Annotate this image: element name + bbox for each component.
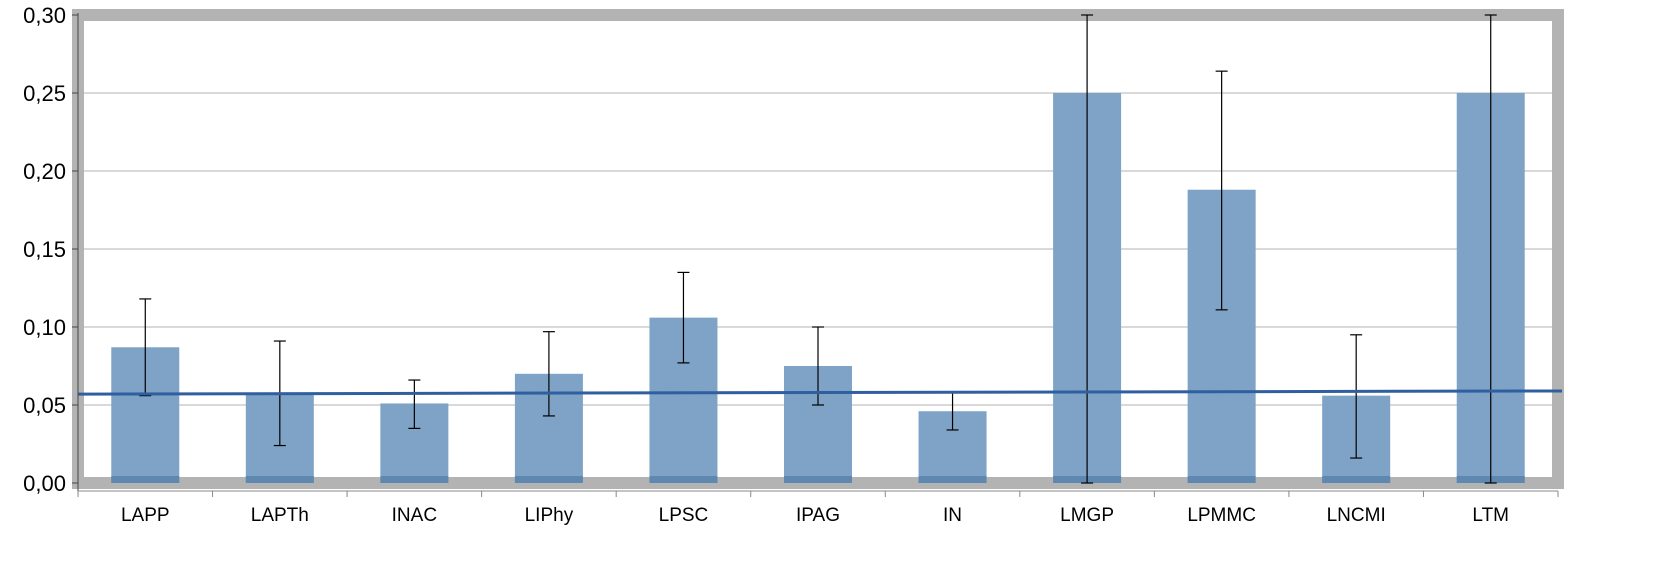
x-tick-label: LPMMC — [1187, 505, 1256, 526]
x-tick-label: LIPhy — [525, 505, 574, 526]
axes — [72, 13, 1559, 497]
bar-base-lapth — [245, 476, 314, 483]
reference-line — [77, 389, 1563, 396]
bar-base-in — [918, 476, 987, 483]
bars — [111, 93, 1525, 483]
x-tick-label: LAPTh — [251, 505, 309, 526]
bar-base-inac — [380, 476, 449, 483]
y-tick-labels: 0,00 0,05 0,10 0,15 0,20 0,25 0,30 — [23, 3, 66, 496]
bar-base-lapp — [111, 476, 180, 483]
x-tick-labels: LAPP LAPTh INAC LIPhy LPSC IPAG IN LMGP LPMMC LNC… — [121, 505, 1509, 526]
x-tick-label: LAPP — [121, 505, 170, 526]
x-tick-label: LTM — [1472, 505, 1509, 526]
bar-base-lpsc — [649, 476, 718, 483]
y-tick-label: 0,00 — [23, 471, 66, 496]
y-tick-label: 0,05 — [23, 393, 66, 418]
y-tick-label: 0,15 — [23, 237, 66, 262]
bar-base-lncmi — [1322, 476, 1391, 483]
x-tick-label: LMGP — [1060, 505, 1114, 526]
x-tick-label: INAC — [392, 505, 437, 526]
reference-line-group — [77, 389, 1563, 396]
y-tick-label: 0,25 — [23, 81, 66, 106]
y-tick-label: 0,30 — [23, 3, 66, 28]
x-tick-label: IN — [943, 505, 962, 526]
bar-base-lpmmc — [1187, 476, 1256, 483]
bar-base-ipag — [784, 476, 852, 483]
bar-base-liphy — [514, 476, 583, 483]
x-tick-label: IPAG — [796, 505, 840, 526]
y-tick-label: 0,10 — [23, 315, 66, 340]
error-bars — [139, 14, 1497, 484]
x-tick-label: LNCMI — [1327, 505, 1386, 526]
x-tick-label: LPSC — [659, 505, 709, 526]
y-tick-label: 0,20 — [23, 159, 66, 184]
